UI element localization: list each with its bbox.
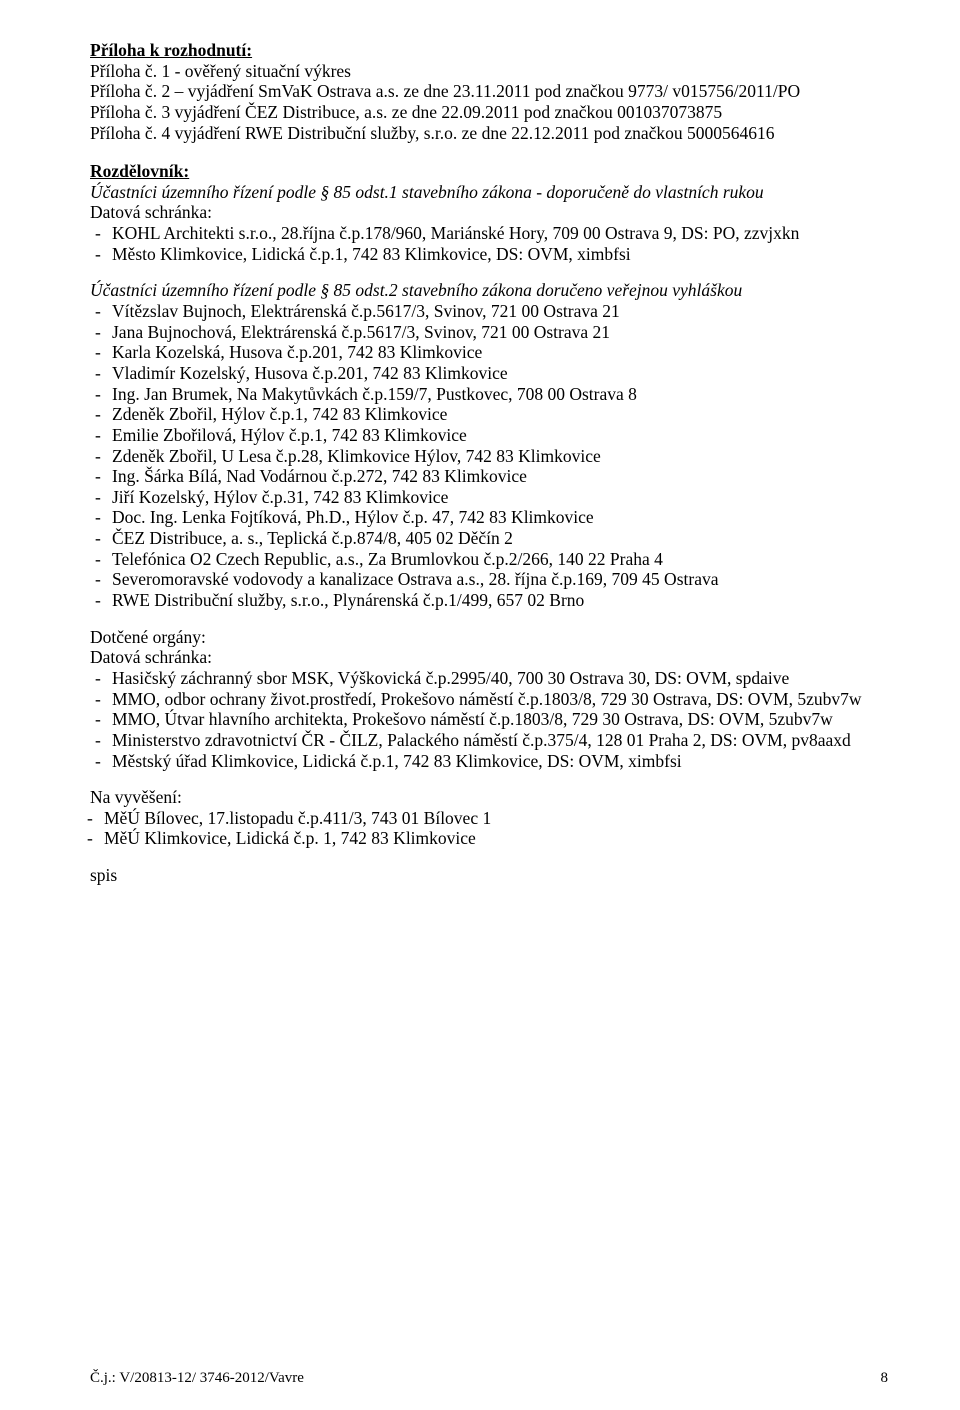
rozdelovnik-subheading: Účastníci územního řízení podle § 85 ods…: [90, 182, 888, 203]
list-item: Karla Kozelská, Husova č.p.201, 742 83 K…: [112, 342, 888, 363]
list-participants-2: Vítězslav Bujnoch, Elektrárenská č.p.561…: [90, 301, 888, 611]
footer-page-number: 8: [881, 1370, 889, 1388]
list-item: KOHL Architekti s.r.o., 28.října č.p.178…: [112, 223, 888, 244]
list-item: Městský úřad Klimkovice, Lidická č.p.1, …: [112, 751, 888, 772]
list-item: MMO, Útvar hlavního architekta, Prokešov…: [112, 709, 888, 730]
rozdelovnik-subheading-2: Účastníci územního řízení podle § 85 ods…: [90, 280, 888, 301]
list-item: Zdeněk Zbořil, Hýlov č.p.1, 742 83 Klimk…: [112, 404, 888, 425]
attachments-heading: Příloha k rozhodnutí:: [90, 40, 888, 61]
list-item: Emilie Zbořilová, Hýlov č.p.1, 742 83 Kl…: [112, 425, 888, 446]
rozdelovnik-block: Rozdělovník: Účastníci územního řízení p…: [90, 161, 888, 610]
rozdelovnik-heading: Rozdělovník:: [90, 161, 888, 182]
list-item: Ing. Jan Brumek, Na Makytůvkách č.p.159/…: [112, 384, 888, 405]
attachment-line: Příloha č. 3 vyjádření ČEZ Distribuce, a…: [90, 102, 888, 123]
spis-label: spis: [90, 865, 888, 886]
datova-schranka-label: Datová schránka:: [90, 202, 888, 223]
attachments-block: Příloha k rozhodnutí: Příloha č. 1 - ově…: [90, 40, 888, 143]
list-participants-1: KOHL Architekti s.r.o., 28.října č.p.178…: [90, 223, 888, 264]
list-item: Město Klimkovice, Lidická č.p.1, 742 83 …: [112, 244, 888, 265]
list-item: Jana Bujnochová, Elektrárenská č.p.5617/…: [112, 322, 888, 343]
list-item: MěÚ Klimkovice, Lidická č.p. 1, 742 83 K…: [104, 828, 888, 849]
list-item: RWE Distribuční služby, s.r.o., Plynáren…: [112, 590, 888, 611]
list-item: Hasičský záchranný sbor MSK, Výškovická …: [112, 668, 888, 689]
dotcene-heading: Dotčené orgány:: [90, 627, 888, 648]
list-item: MMO, odbor ochrany život.prostředí, Prok…: [112, 689, 888, 710]
list-item: MěÚ Bílovec, 17.listopadu č.p.411/3, 743…: [104, 808, 888, 829]
datova-schranka-label: Datová schránka:: [90, 647, 888, 668]
dotcene-block: Dotčené orgány: Datová schránka: Hasičsk…: [90, 627, 888, 771]
list-item: Jiří Kozelský, Hýlov č.p.31, 742 83 Klim…: [112, 487, 888, 508]
attachment-line: Příloha č. 4 vyjádření RWE Distribuční s…: [90, 123, 888, 144]
list-item: Doc. Ing. Lenka Fojtíková, Ph.D., Hýlov …: [112, 507, 888, 528]
list-item: ČEZ Distribuce, a. s., Teplická č.p.874/…: [112, 528, 888, 549]
list-item: Ministerstvo zdravotnictví ČR - ČILZ, Pa…: [112, 730, 888, 751]
list-item: Vítězslav Bujnoch, Elektrárenská č.p.561…: [112, 301, 888, 322]
vyveseni-heading: Na vyvěšení:: [90, 787, 888, 808]
page-footer: Č.j.: V/20813-12/ 3746-2012/Vavre 8: [90, 1370, 888, 1388]
list-item: Vladimír Kozelský, Husova č.p.201, 742 8…: [112, 363, 888, 384]
list-vyveseni: MěÚ Bílovec, 17.listopadu č.p.411/3, 743…: [90, 808, 888, 849]
list-item: Zdeněk Zbořil, U Lesa č.p.28, Klimkovice…: [112, 446, 888, 467]
attachment-line: Příloha č. 2 – vyjádření SmVaK Ostrava a…: [90, 81, 888, 102]
vyveseni-block: Na vyvěšení: MěÚ Bílovec, 17.listopadu č…: [90, 787, 888, 849]
attachment-line: Příloha č. 1 - ověřený situační výkres: [90, 61, 888, 82]
footer-reference: Č.j.: V/20813-12/ 3746-2012/Vavre: [90, 1370, 304, 1388]
list-item: Ing. Šárka Bílá, Nad Vodárnou č.p.272, 7…: [112, 466, 888, 487]
list-item: Severomoravské vodovody a kanalizace Ost…: [112, 569, 888, 590]
page: Příloha k rozhodnutí: Příloha č. 1 - ově…: [0, 0, 960, 1410]
list-item: Telefónica O2 Czech Republic, a.s., Za B…: [112, 549, 888, 570]
list-dotcene: Hasičský záchranný sbor MSK, Výškovická …: [90, 668, 888, 771]
